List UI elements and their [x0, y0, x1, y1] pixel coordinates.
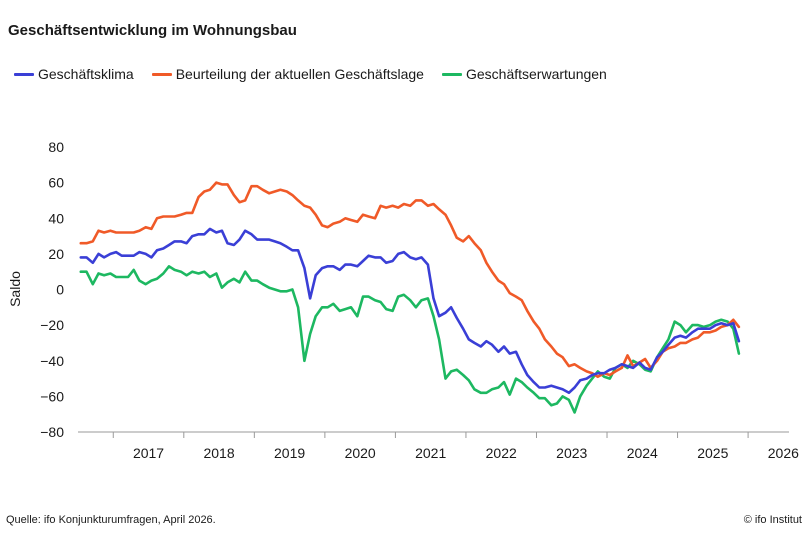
legend-item-geschaeftsklima: Geschäftsklima [14, 66, 134, 82]
y-tick-label: −40 [40, 353, 64, 369]
copyright-note: © ifo Institut [743, 514, 802, 526]
x-tick-label: 2020 [345, 445, 376, 461]
y-tick-label: −60 [40, 388, 64, 404]
series-line-geschaeftserwartungen [79, 265, 741, 414]
x-tick-label: 2017 [133, 445, 164, 461]
x-axis: 2017 2018 2019 2020 2021 2022 2023 2024 2025 2026 [78, 431, 799, 461]
legend-swatch-geschaeftserwartungen [441, 72, 462, 76]
y-axis: 80 60 40 20 0 −20 −40 −60 −80 [40, 139, 64, 440]
legend-label-geschaeftserwartungen: Geschäftserwartungen [465, 66, 607, 82]
y-tick-label: 0 [56, 282, 64, 298]
y-tick-label: 60 [48, 175, 64, 191]
series-line-geschaeftsklima [79, 227, 741, 395]
legend: Geschäftsklima Beurteilung der aktuellen… [14, 66, 607, 82]
source-note: Quelle: ifo Konjunkturumfragen, April 20… [6, 514, 216, 526]
legend-swatch-geschaeftsklima [14, 72, 34, 76]
series-line-geschaeftslage [79, 181, 741, 379]
legend-item-geschaeftserwartungen: Geschäftserwartungen [441, 66, 607, 82]
y-tick-label: −20 [40, 317, 64, 333]
legend-swatch-geschaeftslage [151, 72, 172, 76]
series-layer [79, 181, 741, 414]
x-tick-label: 2021 [415, 445, 446, 461]
x-tick-label: 2022 [486, 445, 517, 461]
chart-title: Geschäftsentwicklung im Wohnungsbau [8, 22, 297, 39]
y-tick-label: 80 [48, 139, 64, 155]
legend-label-geschaeftslage: Beurteilung der aktuellen Geschäftslage [175, 66, 424, 82]
legend-item-geschaeftslage: Beurteilung der aktuellen Geschäftslage [151, 66, 424, 82]
y-tick-label: −80 [40, 424, 64, 440]
y-tick-label: 40 [48, 210, 64, 226]
x-tick-label: 2025 [697, 445, 728, 461]
y-axis-label: Saldo [7, 271, 23, 307]
x-tick-label: 2018 [203, 445, 234, 461]
x-tick-label: 2024 [627, 445, 658, 461]
y-tick-label: 20 [48, 246, 64, 262]
legend-label-geschaeftsklima: Geschäftsklima [38, 66, 134, 82]
x-tick-label: 2026 [768, 445, 799, 461]
x-tick-label: 2023 [556, 445, 587, 461]
x-tick-label: 2019 [274, 445, 305, 461]
